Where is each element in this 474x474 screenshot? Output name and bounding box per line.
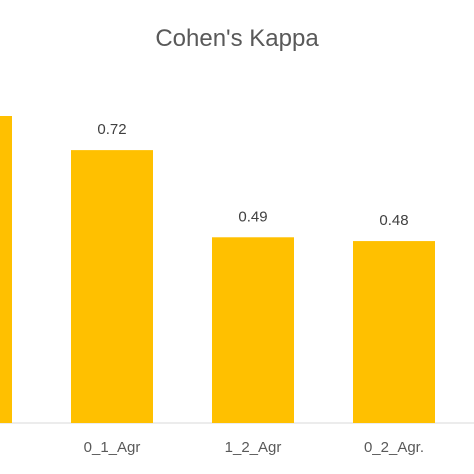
data-label-4: 0.48 — [379, 212, 408, 229]
bar-4 — [353, 241, 435, 423]
chart-title: Cohen's Kappa — [155, 25, 319, 52]
category-label-4: 0_2_Agr. — [364, 439, 424, 456]
category-label-3: 1_2_Agr — [225, 439, 282, 456]
data-label-3: 0.49 — [238, 208, 267, 225]
bar-1 — [0, 116, 12, 423]
category-label-2: 0_1_Agr — [84, 439, 141, 456]
bar-3 — [212, 237, 294, 423]
data-label-2: 0.72 — [97, 121, 126, 138]
bar-2 — [71, 150, 153, 423]
